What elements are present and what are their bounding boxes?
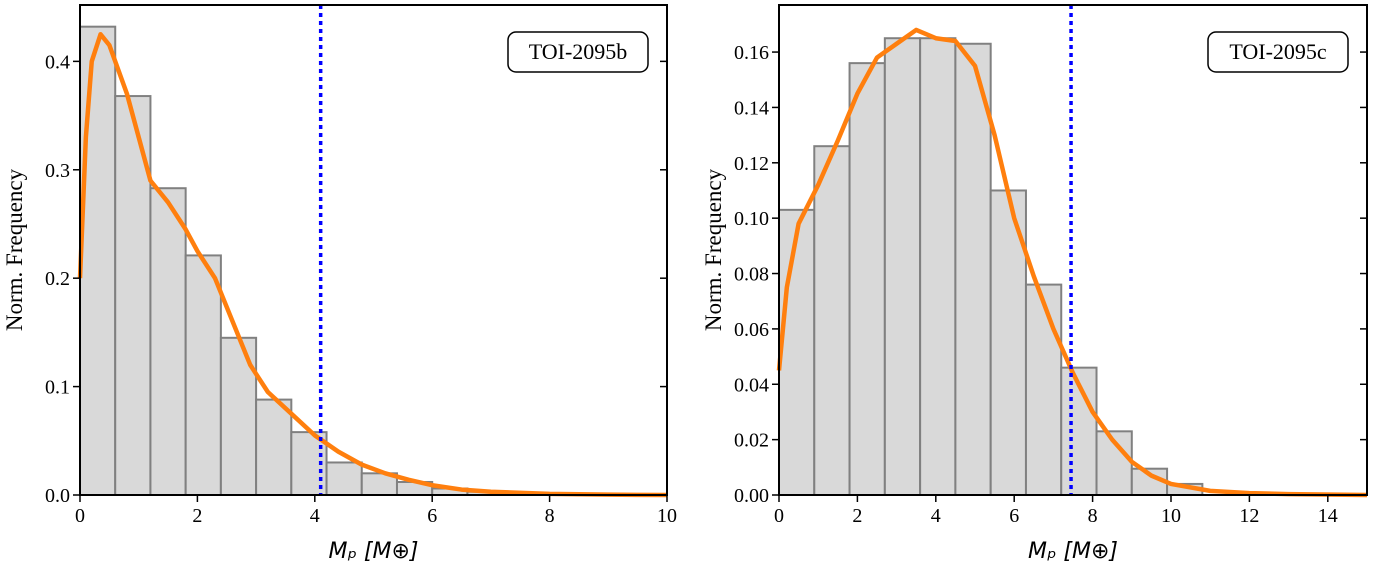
bar bbox=[184, 254, 222, 496]
bar bbox=[149, 187, 187, 496]
y-tick-label: 0.12 bbox=[734, 153, 769, 175]
panel-label: TOI-2095b bbox=[529, 39, 628, 64]
y-tick-label: 0.06 bbox=[734, 319, 769, 341]
x-tick-label: 0 bbox=[75, 505, 85, 527]
y-axis-label: Norm. Frequency bbox=[2, 168, 27, 331]
bar bbox=[325, 461, 363, 496]
y-tick-label: 0.1 bbox=[45, 377, 70, 399]
bar bbox=[1024, 283, 1063, 496]
kde-line bbox=[776, 27, 1368, 498]
y-tick-label: 0.00 bbox=[734, 485, 769, 507]
y-tick-label: 0.04 bbox=[734, 374, 769, 396]
x-tick-label: 6 bbox=[1009, 505, 1019, 527]
y-tick-label: 0.10 bbox=[734, 208, 769, 230]
x-axis-label: Mₚ [M⊕] bbox=[1028, 539, 1118, 564]
plot-frame bbox=[79, 4, 668, 496]
x-tick-label: 14 bbox=[1318, 505, 1338, 527]
x-tick-label: 8 bbox=[1088, 505, 1098, 527]
y-tick-label: 0.16 bbox=[734, 42, 769, 64]
x-tick-label: 2 bbox=[192, 505, 202, 527]
y-tick-label: 0.4 bbox=[45, 51, 70, 73]
x-tick-label: 4 bbox=[310, 505, 320, 527]
x-axis-label: Mₚ [M⊕] bbox=[329, 539, 419, 564]
x-tick-label: 6 bbox=[427, 505, 437, 527]
y-tick-label: 0.0 bbox=[45, 485, 70, 507]
x-tick-label: 12 bbox=[1239, 505, 1259, 527]
panel: 0 2 4 6 8 10 0.0 0.1 0.2 0.3 0.4 Mₚ [M⊕] Norm. Frequ… bbox=[2, 4, 677, 564]
bar bbox=[79, 25, 117, 496]
x-tick-label: 10 bbox=[657, 505, 677, 527]
plot-frame bbox=[778, 4, 1368, 496]
bar bbox=[848, 62, 886, 497]
y-tick-label: 0.14 bbox=[734, 97, 769, 119]
x-tick-label: 0 bbox=[774, 505, 784, 527]
bar bbox=[813, 145, 851, 497]
x-tick-label: 10 bbox=[1161, 505, 1181, 527]
x-tick-label: 4 bbox=[931, 505, 941, 527]
y-tick-label: 0.3 bbox=[45, 160, 70, 182]
label-box bbox=[507, 31, 649, 73]
bar bbox=[255, 398, 293, 497]
bar bbox=[883, 37, 922, 497]
x-tick-label: 2 bbox=[852, 505, 862, 527]
y-tick-label: 0.2 bbox=[45, 268, 70, 290]
x-tick-label: 8 bbox=[545, 505, 555, 527]
bar bbox=[954, 42, 992, 497]
panel-label: TOI-2095c bbox=[1229, 39, 1327, 64]
panel: 0 2 4 6 8 10 12 14 0.00 0.02 0.04 0.06 0.08 0.10 0.12 0… bbox=[701, 4, 1368, 564]
label-box bbox=[1207, 31, 1349, 73]
bar bbox=[778, 208, 816, 496]
y-tick-label: 0.02 bbox=[734, 430, 769, 452]
y-axis-label: Norm. Frequency bbox=[701, 168, 726, 331]
y-tick-label: 0.08 bbox=[734, 264, 769, 286]
bar bbox=[919, 37, 957, 497]
kde-line bbox=[77, 32, 668, 498]
